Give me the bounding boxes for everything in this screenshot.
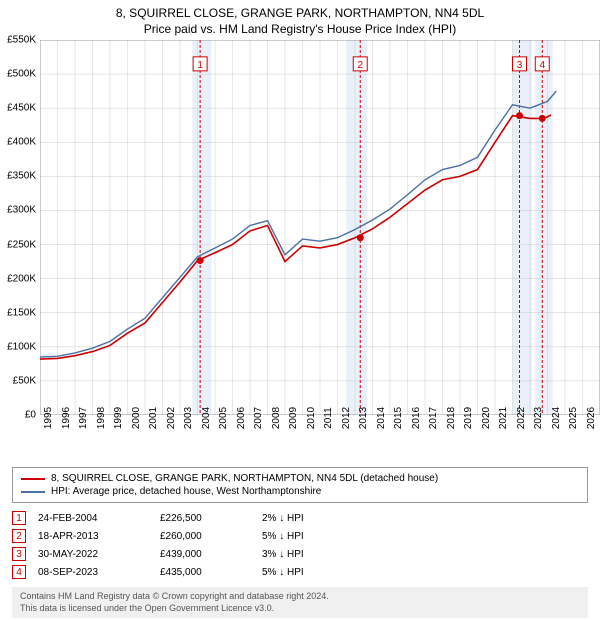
table-row: 3 30-MAY-2022 £439,000 3% ↓ HPI — [12, 545, 588, 563]
y-tick-label: £550K — [7, 35, 36, 46]
sale-date: 24-FEB-2004 — [38, 513, 148, 524]
sale-date: 18-APR-2013 — [38, 531, 148, 542]
y-tick-label: £200K — [7, 273, 36, 284]
footer-line1: Contains HM Land Registry data © Crown c… — [20, 591, 580, 603]
x-tick-label: 2024 — [551, 407, 562, 429]
y-tick-label: £50K — [13, 375, 36, 386]
legend: 8, SQUIRREL CLOSE, GRANGE PARK, NORTHAMP… — [12, 467, 588, 503]
chart-subtitle: Price paid vs. HM Land Registry's House … — [0, 20, 600, 40]
legend-label: HPI: Average price, detached house, West… — [51, 486, 321, 497]
x-tick-label: 2026 — [586, 407, 597, 429]
legend-row: HPI: Average price, detached house, West… — [21, 485, 579, 498]
marker-badge: 1 — [12, 511, 26, 525]
x-tick-label: 1999 — [113, 407, 124, 429]
hpi-delta: 5% ↓ HPI — [262, 567, 322, 578]
sale-date: 08-SEP-2023 — [38, 567, 148, 578]
x-tick-label: 2004 — [201, 407, 212, 429]
svg-text:4: 4 — [539, 60, 545, 71]
sale-price: £260,000 — [160, 531, 250, 542]
marker-badge: 2 — [12, 529, 26, 543]
x-tick-label: 2020 — [481, 407, 492, 429]
svg-text:3: 3 — [517, 60, 523, 71]
hpi-delta: 5% ↓ HPI — [262, 531, 322, 542]
x-axis: 1995199619971998199920002001200220032004… — [40, 418, 600, 458]
legend-label: 8, SQUIRREL CLOSE, GRANGE PARK, NORTHAMP… — [51, 473, 438, 484]
x-tick-label: 1996 — [61, 407, 72, 429]
y-tick-label: £450K — [7, 103, 36, 114]
x-tick-label: 2018 — [446, 407, 457, 429]
table-row: 2 18-APR-2013 £260,000 5% ↓ HPI — [12, 527, 588, 545]
x-tick-label: 2019 — [463, 407, 474, 429]
chart-area: £0£50K£100K£150K£200K£250K£300K£350K£400… — [40, 40, 600, 415]
sale-price: £439,000 — [160, 549, 250, 560]
x-tick-label: 2006 — [236, 407, 247, 429]
footer-attribution: Contains HM Land Registry data © Crown c… — [12, 587, 588, 618]
marker-badge: 4 — [12, 565, 26, 579]
marker-badge: 3 — [12, 547, 26, 561]
x-tick-label: 2008 — [271, 407, 282, 429]
sale-date: 30-MAY-2022 — [38, 549, 148, 560]
hpi-delta: 2% ↓ HPI — [262, 513, 322, 524]
x-tick-label: 1997 — [78, 407, 89, 429]
x-tick-label: 2010 — [306, 407, 317, 429]
y-tick-label: £0 — [25, 410, 36, 421]
x-tick-label: 2011 — [323, 407, 334, 429]
x-tick-label: 2023 — [533, 407, 544, 429]
y-tick-label: £150K — [7, 307, 36, 318]
hpi-delta: 3% ↓ HPI — [262, 549, 322, 560]
y-tick-label: £500K — [7, 69, 36, 80]
x-tick-label: 2002 — [166, 407, 177, 429]
x-tick-label: 2025 — [568, 407, 579, 429]
x-tick-label: 2005 — [218, 407, 229, 429]
legend-swatch — [21, 478, 45, 480]
x-tick-label: 2016 — [411, 407, 422, 429]
y-tick-label: £350K — [7, 171, 36, 182]
table-row: 4 08-SEP-2023 £435,000 5% ↓ HPI — [12, 563, 588, 581]
x-tick-label: 1998 — [96, 407, 107, 429]
y-axis: £0£50K£100K£150K£200K£250K£300K£350K£400… — [0, 40, 40, 415]
chart-svg: 1 2 3 4 — [40, 40, 600, 415]
y-tick-label: £300K — [7, 205, 36, 216]
x-tick-label: 2001 — [148, 407, 159, 429]
x-tick-label: 2003 — [183, 407, 194, 429]
x-tick-label: 2012 — [341, 407, 352, 429]
chart-title: 8, SQUIRREL CLOSE, GRANGE PARK, NORTHAMP… — [0, 0, 600, 20]
footer-line2: This data is licensed under the Open Gov… — [20, 603, 580, 615]
x-tick-label: 2021 — [498, 407, 509, 429]
sale-price: £435,000 — [160, 567, 250, 578]
y-tick-label: £400K — [7, 137, 36, 148]
x-tick-label: 2000 — [131, 407, 142, 429]
x-tick-label: 2014 — [376, 407, 387, 429]
x-tick-label: 1995 — [43, 407, 54, 429]
table-row: 1 24-FEB-2004 £226,500 2% ↓ HPI — [12, 509, 588, 527]
x-tick-label: 2009 — [288, 407, 299, 429]
price-table: 1 24-FEB-2004 £226,500 2% ↓ HPI 2 18-APR-2013… — [12, 509, 588, 581]
sale-price: £226,500 — [160, 513, 250, 524]
svg-text:1: 1 — [197, 60, 203, 71]
x-tick-label: 2015 — [393, 407, 404, 429]
legend-swatch — [21, 491, 45, 493]
svg-text:2: 2 — [357, 60, 363, 71]
x-tick-label: 2017 — [428, 407, 439, 429]
x-tick-label: 2022 — [516, 407, 527, 429]
chart-container: 8, SQUIRREL CLOSE, GRANGE PARK, NORTHAMP… — [0, 0, 600, 620]
y-tick-label: £100K — [7, 341, 36, 352]
legend-row: 8, SQUIRREL CLOSE, GRANGE PARK, NORTHAMP… — [21, 472, 579, 485]
x-tick-label: 2013 — [358, 407, 369, 429]
y-tick-label: £250K — [7, 239, 36, 250]
x-tick-label: 2007 — [253, 407, 264, 429]
